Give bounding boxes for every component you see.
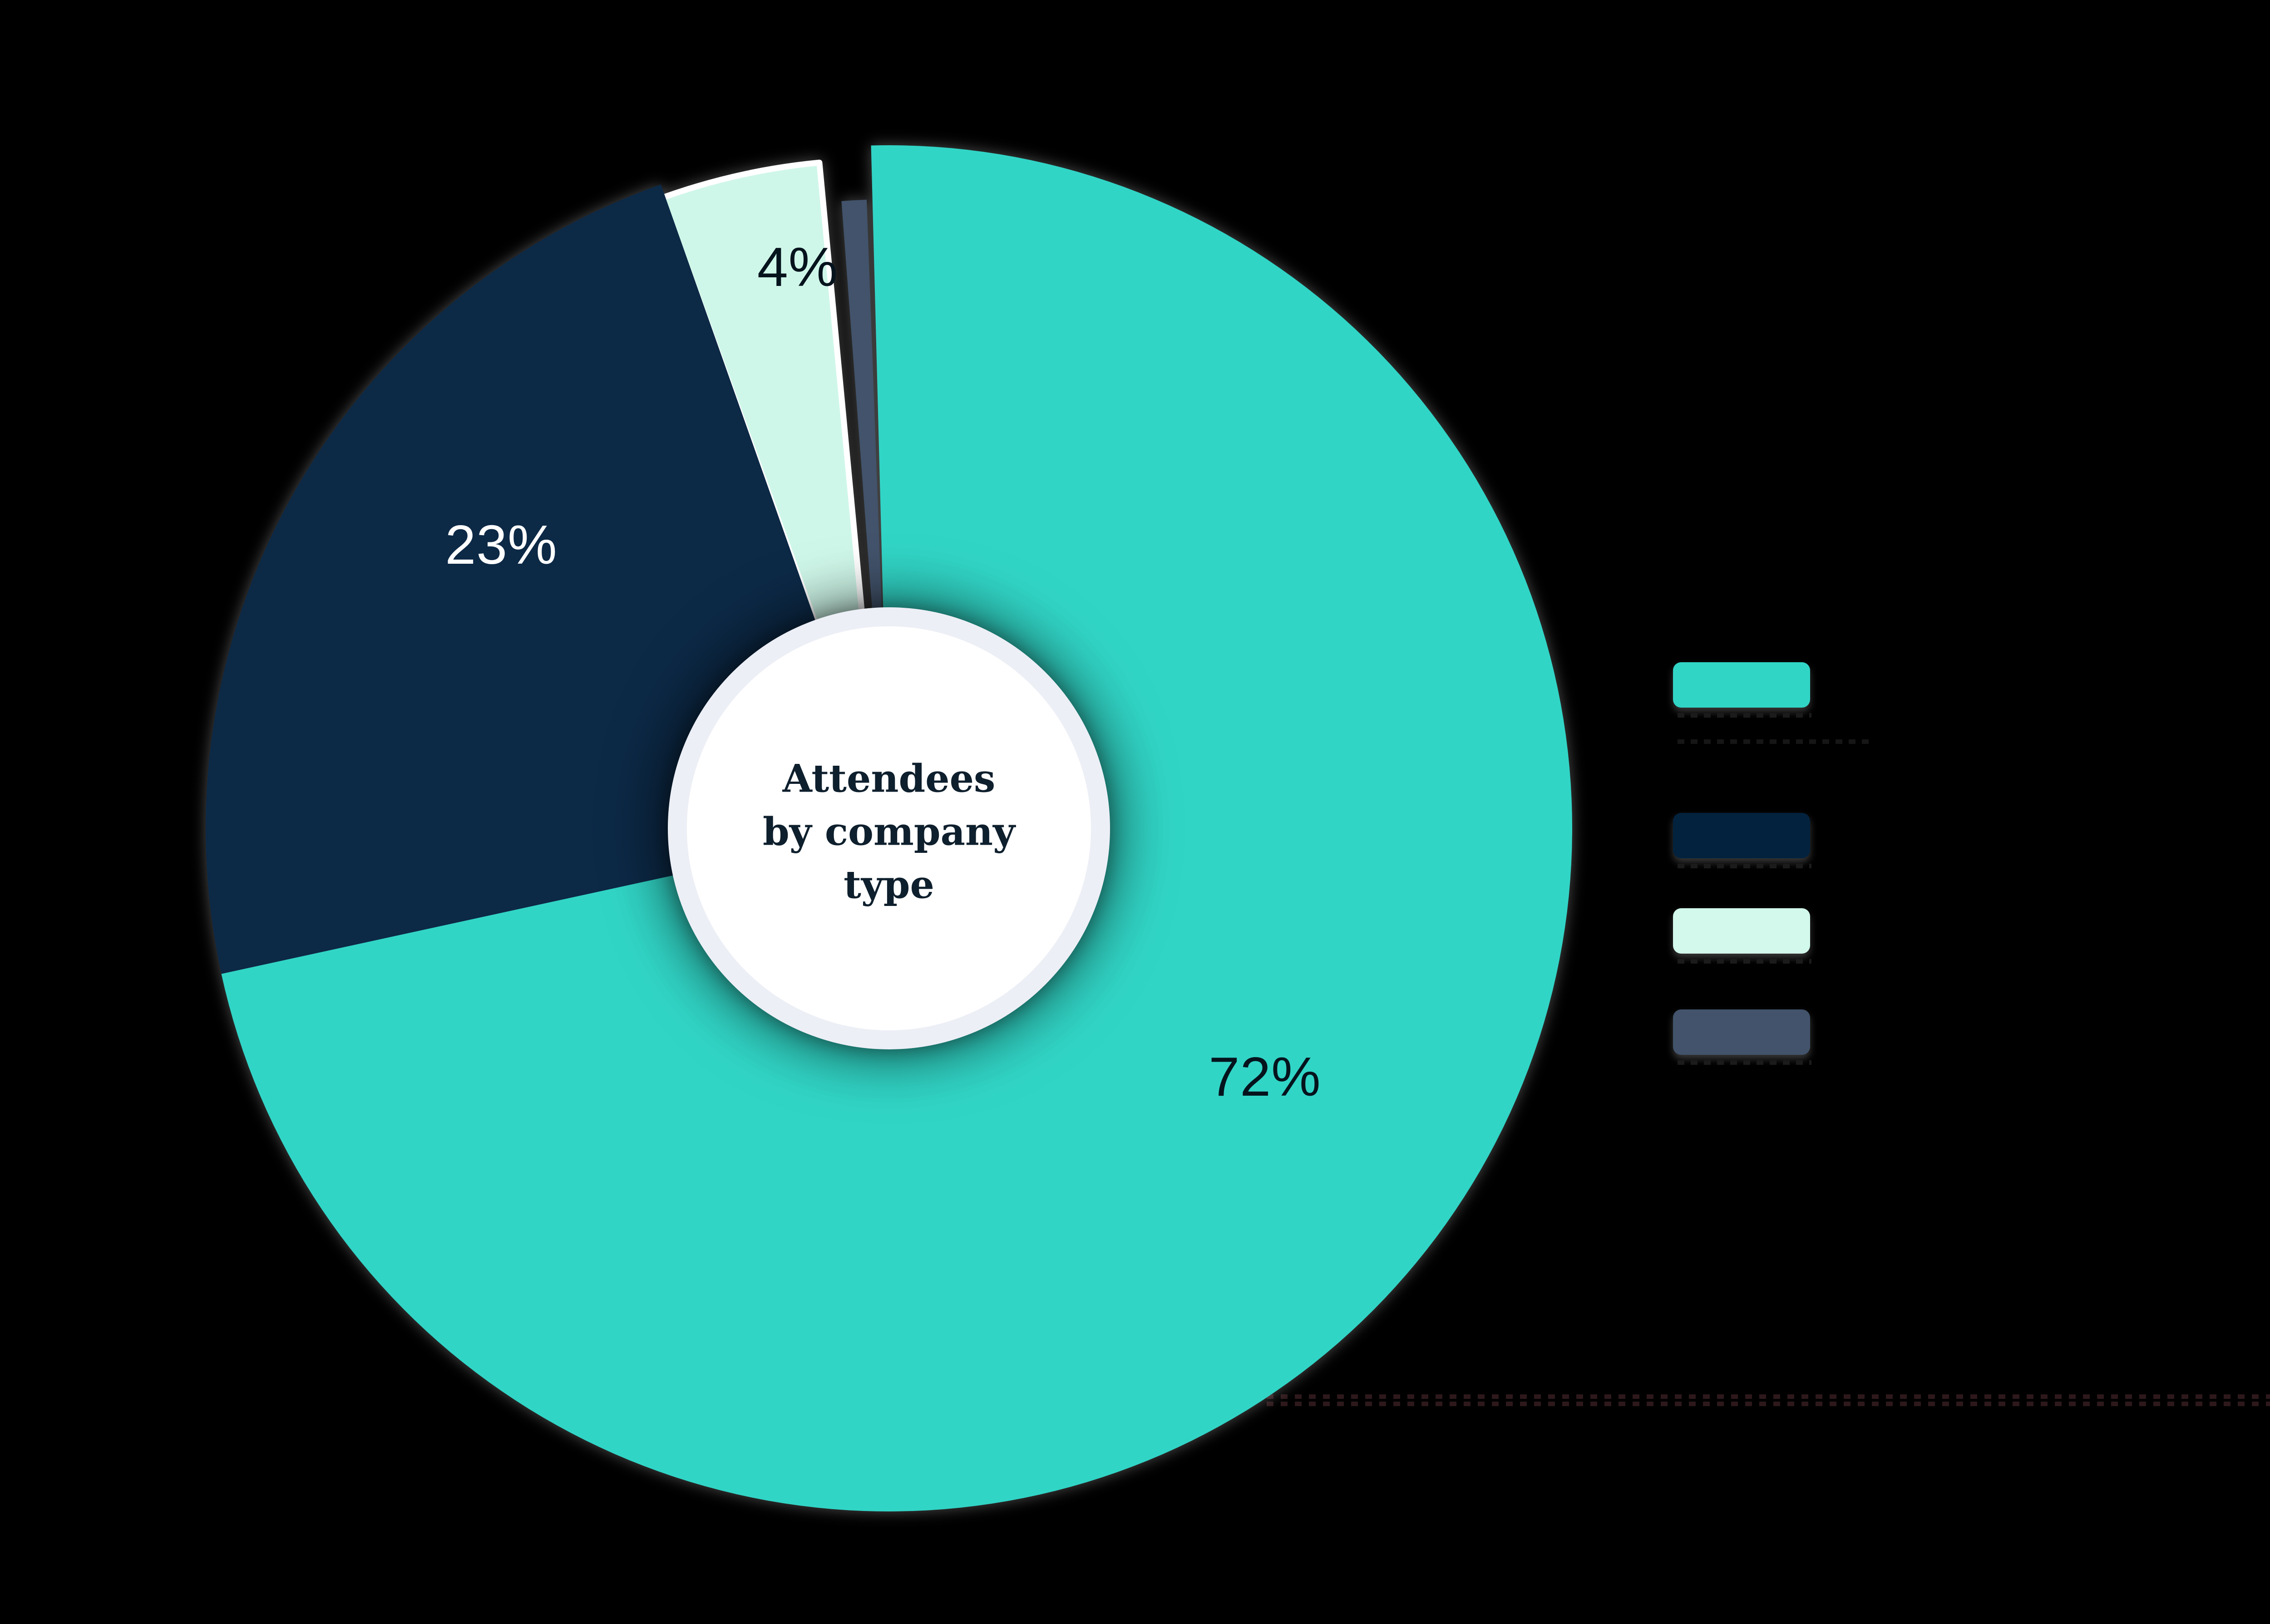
- legend-label-remnant: [1678, 959, 1811, 964]
- donut-center-title: Attendees by company type: [716, 752, 1061, 911]
- legend-swatch-mint-segment[interactable]: [1673, 908, 1810, 954]
- center-title-line: Attendees: [782, 756, 996, 801]
- center-title-line: type: [844, 862, 934, 907]
- donut-center-circle: [668, 607, 1110, 1049]
- legend-swatch-navy-segment[interactable]: [1673, 813, 1810, 858]
- legend-swatch-teal-segment[interactable]: [1673, 662, 1810, 708]
- center-title-line: by company: [763, 809, 1015, 854]
- legend-label-remnant: [1678, 713, 1811, 718]
- slice-label-4: 4%: [757, 236, 839, 298]
- slice-label-72: 72%: [1209, 1046, 1321, 1107]
- dotted-divider-line: [1267, 1394, 2270, 1406]
- legend-label-remnant: [1678, 864, 1811, 868]
- legend-label-remnant: [1678, 1060, 1811, 1065]
- legend-label-remnant: [1678, 739, 1873, 744]
- slice-label-23: 23%: [445, 514, 558, 576]
- legend-swatch-slate-segment[interactable]: [1673, 1009, 1810, 1055]
